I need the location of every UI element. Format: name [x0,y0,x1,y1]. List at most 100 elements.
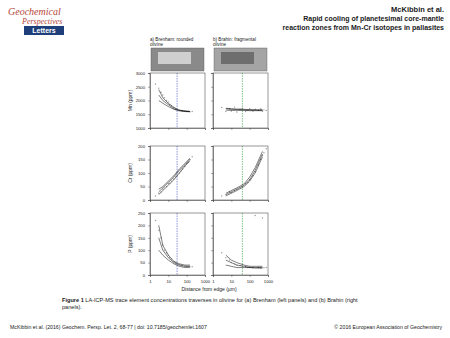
data-point [164,250,165,251]
axis-line [151,276,206,278]
tick-mark [148,87,150,88]
data-point [191,111,192,112]
tick-mark [211,275,213,276]
axis-line [151,201,206,203]
tick-mark [168,128,169,130]
axis-line [148,74,151,129]
tick-mark [205,128,206,130]
tick [211,263,213,264]
tick-mark [268,275,269,277]
tick-mark [268,200,269,202]
tick-mark [211,101,213,102]
tick-label: 50 [140,184,145,189]
tick-mark [148,263,150,264]
plot-area [221,73,267,128]
tick-mark [205,275,206,277]
plot-area [155,146,193,200]
tick-label: 3000 [136,71,146,76]
data-point [266,110,267,111]
data-point [155,83,156,84]
data-point [191,156,192,157]
tick-label: 200 [138,144,146,149]
tick: 150 [138,157,150,162]
plot-frame [213,146,268,200]
panel-title: olivine [213,42,226,47]
traverse-line [159,225,190,265]
x-axis-title: Distance from edge (µm) [181,286,236,292]
tick-label: 10 [229,279,234,284]
plot-frame [213,73,268,128]
tick-mark [231,200,232,202]
plot-area [221,213,267,275]
tick-label: 100 [138,248,146,253]
data-point [155,220,156,221]
data-point [242,108,243,109]
tick: 100 [247,275,255,284]
footer-text: © 2016 European Association of Geochemis… [334,324,442,330]
traverse-line [226,255,263,266]
tick: 0 [143,273,150,278]
tick-label: 0 [143,273,146,278]
logo-text: Perspectives [21,17,62,26]
tick: 2000 [136,98,150,103]
y-axis-title: Mn (ppm) [127,89,133,111]
tick-mark [148,146,150,147]
tick: 150 [138,236,150,241]
tick-mark [211,160,213,161]
tick-mark [231,128,232,130]
tick: 1000 [201,275,211,284]
traverse-line [159,158,190,189]
y-axis: 10001500200025003000 [136,71,151,131]
tick: 3000 [136,71,150,76]
plot-frame [150,73,205,128]
tick [211,128,213,129]
panel: 050100150200Cr (ppm) [127,144,206,203]
tick-mark [148,250,150,251]
tick [211,101,213,102]
tick [168,128,169,130]
tick-mark [211,187,213,188]
data-point [162,94,163,95]
tick-mark [148,128,150,129]
data-point [260,108,261,109]
tick: 1 [212,275,215,284]
tick [211,225,213,226]
header-text: reaction zones from Mn-Cr isotopes in pa… [283,24,445,32]
tick: 50 [140,184,150,189]
data-point [164,97,165,98]
tick-label: 150 [138,236,146,241]
axis-line [148,214,151,276]
tick-mark [148,160,150,161]
y-axis: 050100150200250 [138,211,151,278]
plot-frame [150,146,205,200]
tick-mark [211,128,213,129]
tick-mark [211,146,213,147]
data-point [229,259,230,260]
panel: 1101001000 [211,213,274,284]
tick-mark [187,275,188,277]
logo-text: Letters [32,27,55,34]
tick-label: 2500 [136,85,146,90]
data-point [158,230,159,231]
tick-mark [148,187,150,188]
tick [187,200,188,202]
tick: 0 [143,198,150,203]
reference-line [242,213,243,275]
tick-label: 1 [212,279,215,284]
tick-label: 200 [138,223,146,228]
tick-mark [250,200,251,202]
data-point [225,111,226,112]
tick-label: 1000 [201,279,211,284]
tick-mark [211,173,213,174]
tick-mark [148,238,150,239]
caption-line: panels). [62,304,82,310]
tick-mark [211,73,213,74]
traverse-line [226,109,263,110]
traverse-line [226,154,263,195]
data-point [266,148,267,149]
header-text: Rapid cooling of planetesimal core-mantl… [303,15,444,23]
caption-line: LA-ICP-MS trace element concentrations t… [84,297,358,303]
axis-line [214,276,269,278]
tick [250,128,251,130]
tick-label: 100 [184,279,192,284]
